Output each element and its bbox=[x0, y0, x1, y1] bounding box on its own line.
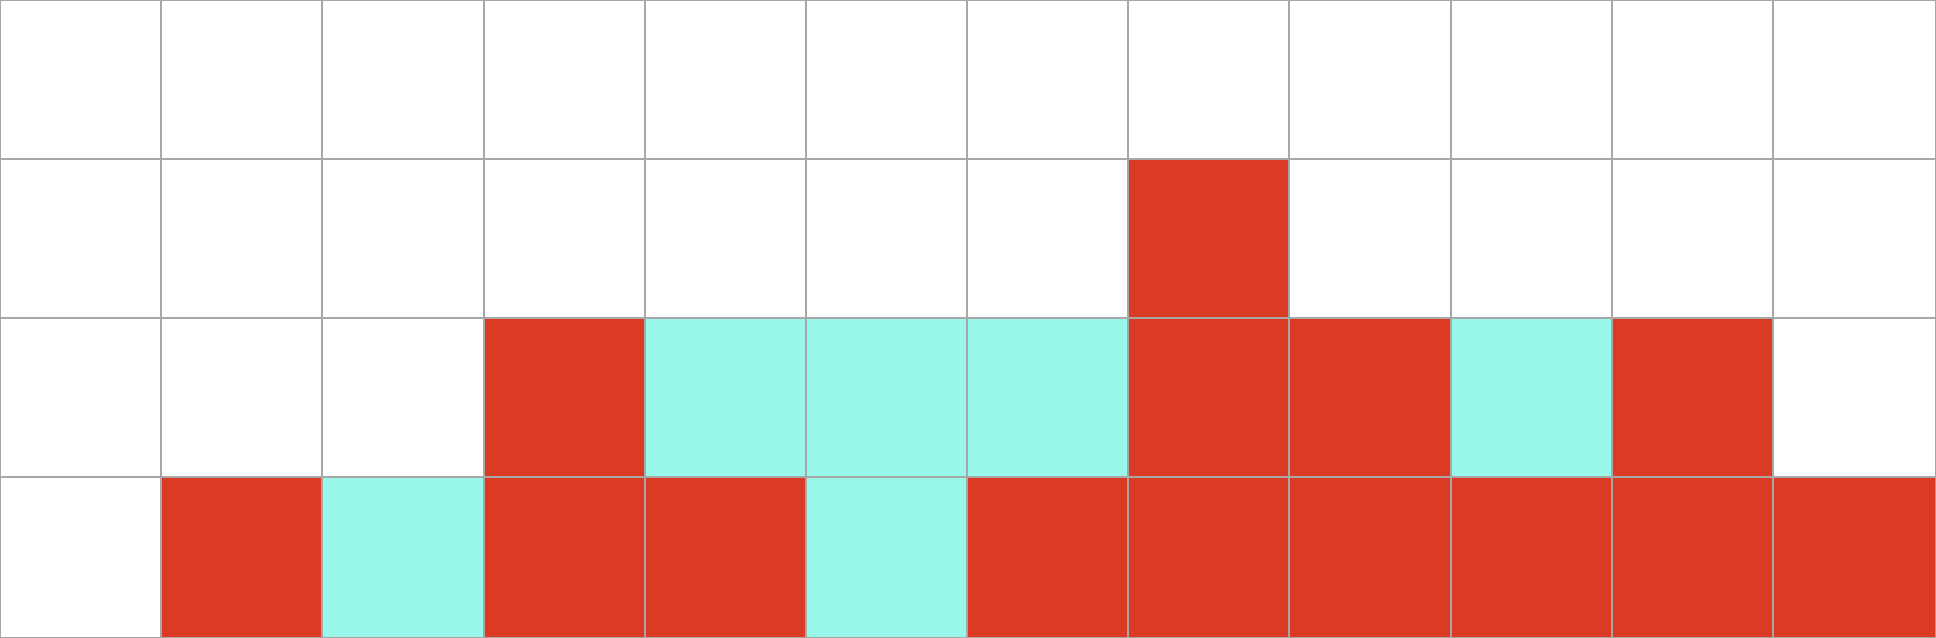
grid-cell-empty[interactable] bbox=[1, 160, 163, 319]
grid-cell-red[interactable] bbox=[1290, 319, 1452, 478]
grid-cell-empty[interactable] bbox=[645, 160, 807, 319]
grid-cell-cyan[interactable] bbox=[645, 319, 807, 478]
grid-cell-red[interactable] bbox=[1451, 478, 1613, 637]
grid-cell-cyan[interactable] bbox=[806, 319, 968, 478]
grid-cell-cyan[interactable] bbox=[806, 478, 968, 637]
grid-cell-empty[interactable] bbox=[968, 160, 1130, 319]
grid-cell-red[interactable] bbox=[1129, 160, 1291, 319]
grid-cell-red[interactable] bbox=[1612, 319, 1774, 478]
grid-cell-empty[interactable] bbox=[1773, 319, 1935, 478]
grid-cell-empty[interactable] bbox=[968, 1, 1130, 160]
grid-cell-empty[interactable] bbox=[1290, 1, 1452, 160]
grid-cell-empty[interactable] bbox=[806, 160, 968, 319]
grid-cell-empty[interactable] bbox=[1, 1, 163, 160]
grid-cell-cyan[interactable] bbox=[323, 478, 485, 637]
grid-cell-red[interactable] bbox=[1290, 478, 1452, 637]
grid-cell-empty[interactable] bbox=[484, 160, 646, 319]
grid-cell-red[interactable] bbox=[1773, 478, 1935, 637]
grid-cell-cyan[interactable] bbox=[1451, 319, 1613, 478]
grid-cell-empty[interactable] bbox=[645, 1, 807, 160]
grid-cell-empty[interactable] bbox=[1, 478, 163, 637]
grid-cell-empty[interactable] bbox=[323, 160, 485, 319]
grid-cell-cyan[interactable] bbox=[968, 319, 1130, 478]
grid-cell-empty[interactable] bbox=[1773, 160, 1935, 319]
grid-cell-empty[interactable] bbox=[1612, 160, 1774, 319]
grid-cell-red[interactable] bbox=[484, 319, 646, 478]
grid-cell-empty[interactable] bbox=[1451, 1, 1613, 160]
grid-cell-empty[interactable] bbox=[484, 1, 646, 160]
grid-cell-empty[interactable] bbox=[1, 319, 163, 478]
grid-cell-empty[interactable] bbox=[323, 1, 485, 160]
grid-cell-empty[interactable] bbox=[1129, 1, 1291, 160]
grid-cell-empty[interactable] bbox=[162, 319, 324, 478]
grid-cell-red[interactable] bbox=[1612, 478, 1774, 637]
grid-cell-red[interactable] bbox=[1129, 478, 1291, 637]
grid-cell-red[interactable] bbox=[1129, 319, 1291, 478]
grid-cell-empty[interactable] bbox=[1612, 1, 1774, 160]
grid-cell-red[interactable] bbox=[645, 478, 807, 637]
grid-cell-empty[interactable] bbox=[1290, 160, 1452, 319]
grid-cell-red[interactable] bbox=[484, 478, 646, 637]
grid-cell-empty[interactable] bbox=[162, 160, 324, 319]
grid-cell-red[interactable] bbox=[162, 478, 324, 637]
grid-cell-empty[interactable] bbox=[162, 1, 324, 160]
grid-cell-empty[interactable] bbox=[806, 1, 968, 160]
grid-cell-empty[interactable] bbox=[1451, 160, 1613, 319]
grid-cell-empty[interactable] bbox=[323, 319, 485, 478]
grid-cell-red[interactable] bbox=[968, 478, 1130, 637]
grid-cell-empty[interactable] bbox=[1773, 1, 1935, 160]
